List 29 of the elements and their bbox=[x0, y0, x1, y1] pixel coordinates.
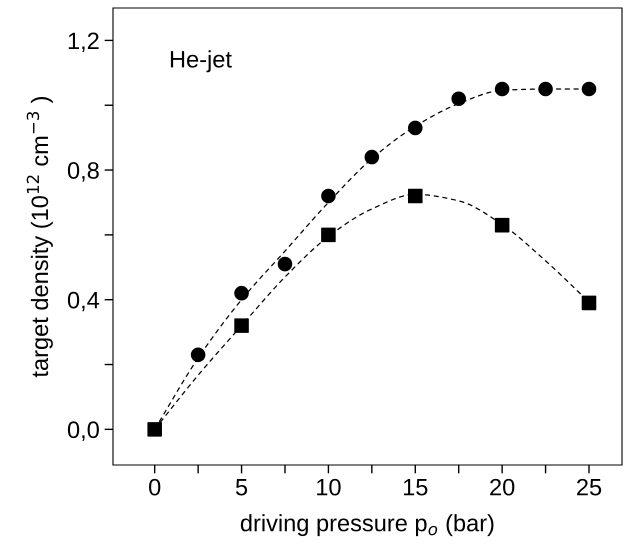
y-tick-label: 0,8 bbox=[68, 162, 99, 182]
point bbox=[147, 422, 162, 437]
y-tick-label: 1,2 bbox=[68, 32, 99, 52]
point bbox=[582, 296, 596, 310]
point bbox=[278, 256, 292, 272]
x-tick-label: 0 bbox=[149, 478, 160, 496]
x-tick-label: 20 bbox=[490, 478, 514, 496]
x-tick-label: 25 bbox=[577, 478, 602, 496]
point bbox=[408, 120, 423, 136]
y-axis-title: target density (10$^{12}$ cm$^{−3}$ ) bbox=[26, 97, 53, 378]
x-tick-label: 15 bbox=[404, 479, 428, 496]
point bbox=[451, 91, 466, 106]
x-tick-label: 10 bbox=[317, 478, 341, 496]
point bbox=[190, 348, 206, 362]
point bbox=[538, 82, 553, 96]
point bbox=[494, 218, 510, 232]
point bbox=[582, 82, 596, 96]
annotation: He-jet bbox=[170, 50, 232, 72]
x-axis-title: driving pressure p$_{o}$ (bar) bbox=[240, 514, 494, 536]
point bbox=[234, 318, 249, 333]
y-tick-label: 0,0 bbox=[68, 421, 99, 441]
x-tick-label: 5 bbox=[236, 479, 248, 496]
point bbox=[321, 188, 336, 204]
point bbox=[321, 228, 336, 242]
point bbox=[494, 82, 510, 96]
y-tick-label: 0,4 bbox=[68, 292, 100, 312]
point bbox=[408, 188, 423, 204]
point bbox=[364, 150, 380, 164]
point bbox=[234, 286, 249, 301]
